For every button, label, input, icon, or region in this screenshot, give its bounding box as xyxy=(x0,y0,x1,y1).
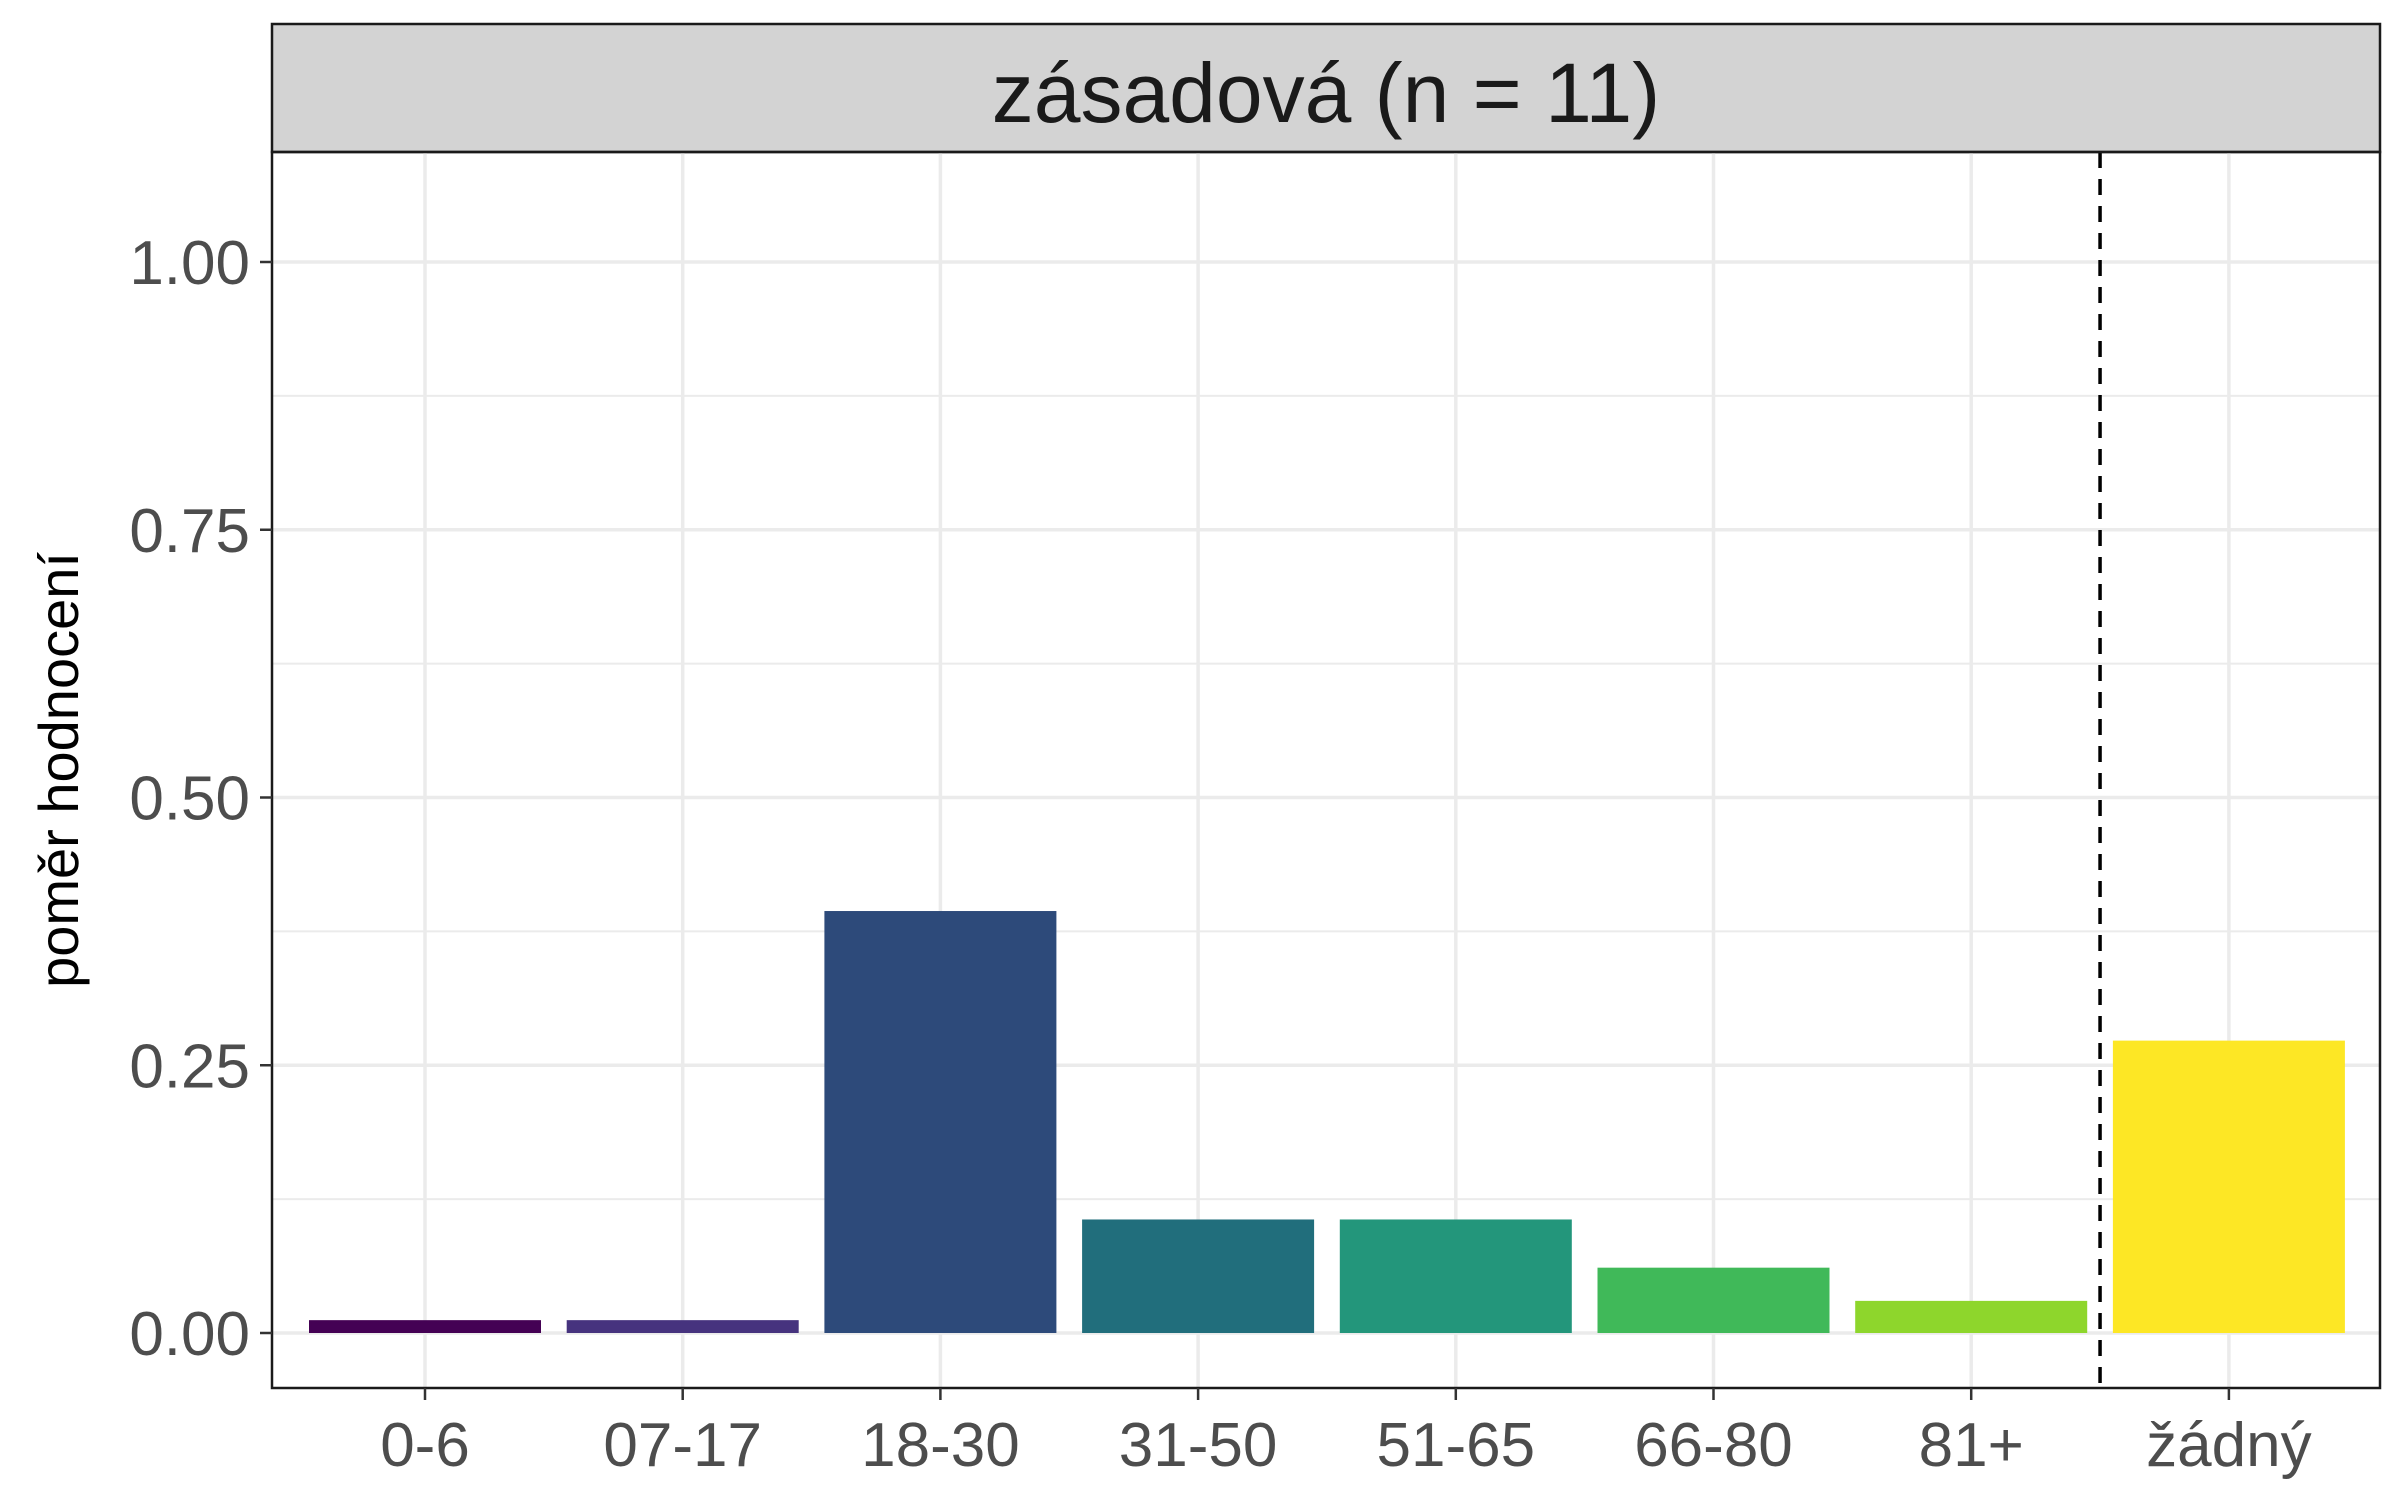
x-tick-label: 18-30 xyxy=(861,1411,1020,1480)
chart-title: zásadová (n = 11) xyxy=(992,46,1661,140)
y-tick-label: 0.25 xyxy=(129,1032,250,1101)
x-tick-label: 81+ xyxy=(1919,1411,2024,1480)
y-tick-label: 0.75 xyxy=(129,497,250,566)
x-tick-label: 31-50 xyxy=(1119,1411,1278,1480)
x-axis: 0-6 07-17 18-30 31-50 51-65 66-80 81+ žádný xyxy=(380,1388,2312,1480)
bar-31-50 xyxy=(1082,1219,1315,1333)
x-tick-label: 0-6 xyxy=(380,1411,470,1480)
y-axis-title: poměr hodnocení xyxy=(27,552,90,988)
bar-07-17 xyxy=(566,1320,799,1333)
bars xyxy=(309,911,2345,1333)
facet-strip: zásadová (n = 11) xyxy=(270,22,2382,154)
facet-strip-background xyxy=(270,22,2382,154)
x-tick-label: 51-65 xyxy=(1377,1411,1536,1480)
gridlines xyxy=(272,152,2380,1388)
bar-66-80 xyxy=(1597,1267,1830,1333)
y-axis: 0.00 0.25 0.50 0.75 1.00 xyxy=(129,229,272,1369)
y-tick-label: 1.00 xyxy=(129,229,250,298)
x-tick-label: žádný xyxy=(2146,1411,2311,1480)
panel-border xyxy=(270,150,2382,1390)
bar-51-65 xyxy=(1339,1219,1572,1333)
y-tick-label: 0.00 xyxy=(129,1300,250,1369)
bar-81+ xyxy=(1855,1300,2088,1333)
x-tick-label: 07-17 xyxy=(603,1411,762,1480)
bar-18-30 xyxy=(824,911,1057,1333)
x-tick-label: 66-80 xyxy=(1634,1411,1793,1480)
bar-0-6 xyxy=(309,1320,541,1333)
bar-žádný xyxy=(2112,1040,2345,1333)
y-tick-label: 0.50 xyxy=(129,765,250,834)
